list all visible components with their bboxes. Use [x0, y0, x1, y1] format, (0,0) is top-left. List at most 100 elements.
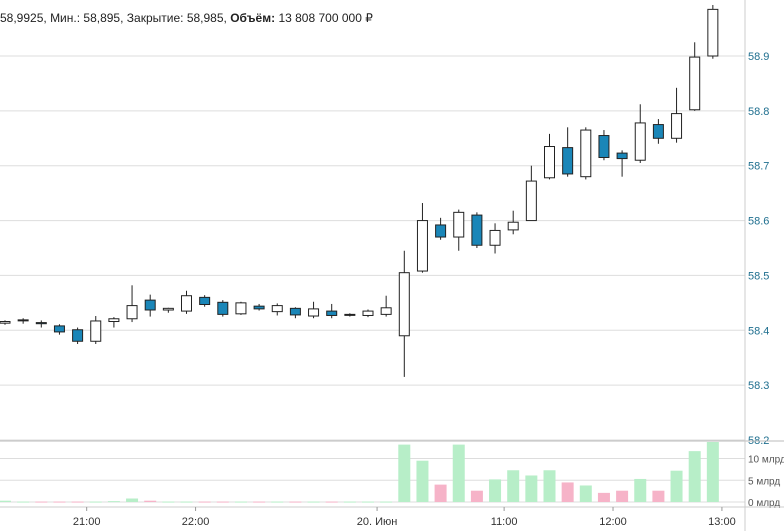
- candle-body: [35, 322, 47, 325]
- volume-bar: [543, 470, 556, 502]
- volume-bar: [706, 442, 719, 502]
- price-tick-label: 58.8: [748, 106, 769, 118]
- volume-bar: [489, 479, 502, 502]
- volume-tick-label: 5 млрд: [748, 476, 780, 487]
- volume-bar: [162, 501, 175, 503]
- candle-body: [90, 320, 102, 342]
- volume-bar: [343, 501, 356, 503]
- candle-body: [544, 146, 555, 179]
- candle-body: [162, 307, 174, 311]
- candle-body: [380, 307, 392, 315]
- volume-bar: [144, 500, 157, 502]
- price-tick-label: 58.4: [748, 325, 769, 337]
- candle-body: [416, 220, 428, 272]
- volume-bar: [452, 444, 465, 502]
- volume-bar: [216, 501, 229, 503]
- candle-body: [326, 310, 338, 316]
- time-tick-label: 21:00: [73, 516, 101, 528]
- candle-body: [616, 152, 628, 160]
- volume-tick-label: 0 млрд: [748, 498, 780, 509]
- candle-body: [671, 113, 683, 139]
- volume-bar: [307, 501, 320, 503]
- ohlc-header: 58,9925, Мин.: 58,895, Закрытие: 58,985,…: [0, 11, 373, 25]
- volume-bar: [234, 501, 247, 503]
- volume-bar: [634, 478, 647, 502]
- volume-bar: [53, 501, 66, 503]
- candle-body: [289, 307, 301, 316]
- candle-body: [72, 329, 84, 342]
- volume-bar: [17, 501, 30, 503]
- price-tick-label: 58.3: [748, 380, 769, 392]
- candle-body: [525, 180, 537, 222]
- price-tick-label: 58.6: [748, 216, 769, 228]
- candle-body: [398, 272, 410, 337]
- volume-bar: [271, 501, 284, 503]
- volume-bar: [398, 444, 411, 502]
- volume-bar: [35, 501, 48, 503]
- candle-body: [235, 302, 247, 315]
- price-tick-label: 58.5: [748, 270, 769, 282]
- price-tick-label: 58.7: [748, 161, 769, 173]
- volume-bar: [289, 501, 302, 503]
- candle-body: [689, 56, 701, 111]
- price-tick-label: 58.9: [748, 51, 769, 63]
- time-tick-label: 12:00: [599, 516, 627, 528]
- candle-body: [634, 122, 646, 161]
- candle-body: [108, 318, 120, 323]
- volume-bar: [362, 501, 374, 503]
- volume-bar: [652, 490, 665, 502]
- volume-bar: [416, 460, 429, 502]
- time-tick-label: 22:00: [182, 516, 210, 528]
- candle-body: [126, 305, 138, 320]
- volume-bar: [616, 490, 629, 502]
- candle-body: [562, 147, 574, 175]
- header-close-value: 58,985,: [186, 11, 227, 25]
- header-volume-label: Объём:: [230, 11, 276, 25]
- volume-bar: [579, 485, 592, 502]
- volume-bar: [180, 501, 193, 503]
- volume-bar: [380, 501, 393, 503]
- volume-bar: [688, 451, 701, 502]
- volume-bar: [470, 490, 483, 502]
- candle-body: [507, 221, 519, 231]
- candle-body: [435, 224, 447, 238]
- candle-body: [652, 124, 664, 139]
- header-close-label: Закрытие:: [126, 11, 184, 25]
- candle-body: [144, 299, 156, 311]
- volume-bar: [325, 501, 338, 503]
- candle-body: [308, 308, 320, 317]
- volume-bar: [670, 470, 683, 502]
- candle-body: [0, 321, 11, 324]
- candle-body: [707, 8, 719, 57]
- header-volume-value: 13 808 700 000 ₽: [278, 11, 373, 25]
- candle-body: [489, 229, 501, 246]
- volume-bar: [71, 501, 84, 503]
- volume-bar: [597, 492, 610, 502]
- candle-body: [17, 319, 29, 322]
- volume-bar: [561, 482, 574, 502]
- candle-body: [53, 325, 65, 333]
- candle-body: [181, 295, 192, 312]
- volume-bar: [253, 501, 266, 503]
- candle-body: [217, 301, 229, 315]
- volume-bar: [126, 498, 139, 502]
- header-min-value: 58,895,: [83, 11, 124, 25]
- time-tick-label: 20. Июн: [357, 516, 398, 528]
- candle-body: [199, 296, 211, 306]
- candle-body: [344, 313, 356, 316]
- volume-bar: [198, 501, 211, 503]
- candle-body: [453, 211, 465, 238]
- volume-bar: [507, 470, 520, 502]
- volume-bar: [525, 475, 538, 502]
- volume-tick-label: 10 млрд: [748, 455, 784, 466]
- header-max-value: 58,9925,: [0, 11, 47, 25]
- time-tick-label: 11:00: [491, 516, 518, 528]
- candle-body: [471, 214, 483, 246]
- volume-bar: [434, 484, 447, 502]
- volume-bar: [89, 501, 102, 503]
- header-min-label: Мин.:: [50, 11, 81, 25]
- candle-body: [253, 305, 265, 310]
- candle-body: [580, 129, 592, 178]
